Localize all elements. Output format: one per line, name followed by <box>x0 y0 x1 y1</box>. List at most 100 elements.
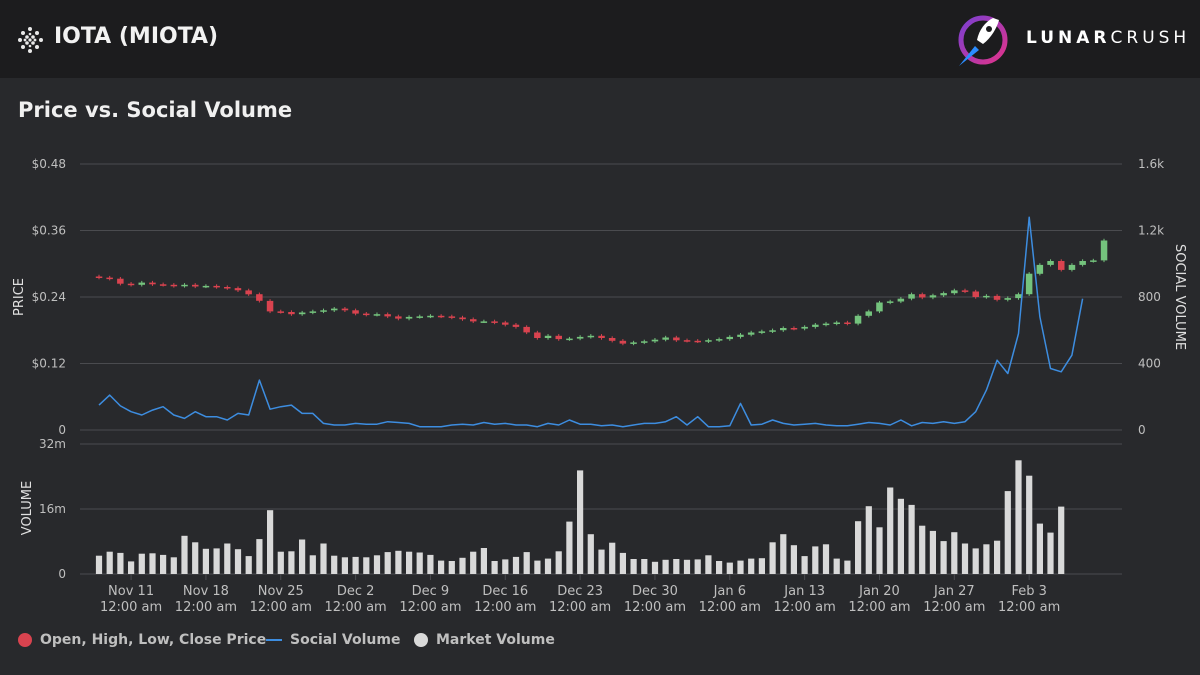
market-volume-bar <box>544 558 552 574</box>
legend-social-label: Social Volume <box>290 632 401 648</box>
price-tick-label: $0.24 <box>32 290 66 304</box>
legend-market-marker <box>414 633 428 647</box>
market-volume-bar <box>1015 460 1022 575</box>
market-volume-bar <box>587 534 594 574</box>
price-candle-body <box>705 340 712 342</box>
price-tick-label: $0.12 <box>32 357 66 371</box>
price-candle-body <box>277 311 284 313</box>
x-tick-time-label: 12:00 am <box>250 600 312 615</box>
market-volume-bar <box>769 542 776 574</box>
market-volume-bar <box>555 551 562 575</box>
market-volume-bar <box>876 527 883 574</box>
market-volume-bar <box>673 559 680 574</box>
price-candle-body <box>801 326 808 329</box>
market-volume-bar <box>256 539 263 574</box>
price-candle-body <box>341 308 349 311</box>
price-candle-body <box>416 316 423 318</box>
x-tick-date-label: Jan 20 <box>858 584 900 599</box>
market-volume-bar <box>1026 475 1033 574</box>
price-candle-body <box>127 283 135 286</box>
market-volume-bar <box>662 559 669 574</box>
market-volume-bar <box>224 543 231 574</box>
price-candle-body <box>138 282 145 285</box>
price-candle-body <box>662 337 669 340</box>
x-tick-time-label: 12:00 am <box>100 600 162 615</box>
market-volume-bar <box>705 555 712 574</box>
price-candle-body <box>95 276 103 278</box>
price-candle-body <box>256 294 263 301</box>
legend-item-price[interactable]: Open, High, Low, Close Price <box>18 632 266 648</box>
x-tick-time-label: 12:00 am <box>848 600 910 615</box>
market-volume-bar <box>192 542 199 574</box>
social-tick-label: 1.2k <box>1138 224 1164 238</box>
social-tick-label: 800 <box>1138 290 1161 304</box>
price-candle-body <box>876 302 883 312</box>
market-volume-bar <box>737 560 744 574</box>
price-candle-body <box>395 316 402 319</box>
market-volume-bar <box>951 532 958 574</box>
market-volume-bar <box>758 558 765 574</box>
market-volume-bar <box>1004 491 1011 574</box>
price-candle-body <box>117 278 124 284</box>
price-candle-body <box>886 301 894 303</box>
market-volume-bar <box>363 557 370 574</box>
price-candle-body <box>833 322 840 324</box>
market-volume-bar <box>790 545 797 574</box>
x-tick-date-label: Dec 2 <box>337 584 375 599</box>
market-volume-bar <box>95 555 103 574</box>
market-volume-bar <box>822 544 830 574</box>
brand-name: LUNARCRUSH <box>1026 28 1190 48</box>
price-candle-body <box>384 314 391 317</box>
price-candle-body <box>288 312 295 315</box>
market-volume-bar <box>534 560 541 574</box>
price-candle-body <box>929 295 937 298</box>
lunarcrush-rocket-logo-icon <box>958 15 1008 66</box>
price-candle-body <box>951 290 958 294</box>
price-candle-body <box>427 315 434 318</box>
price-candle-body <box>309 311 317 313</box>
market-volume-bar <box>341 557 348 574</box>
x-tick-date-label: Nov 25 <box>258 584 304 599</box>
price-candle-body <box>1004 298 1011 300</box>
x-tick-date-label: Nov 11 <box>108 584 154 599</box>
market-volume-bar <box>502 559 509 574</box>
market-volume-bar <box>726 562 733 574</box>
x-tick-time-label: 12:00 am <box>324 600 386 615</box>
price-candle-body <box>940 293 947 296</box>
price-candle-body <box>1090 260 1097 262</box>
volume-tick-label: 32m <box>39 437 66 451</box>
price-candle-body <box>555 335 562 340</box>
price-candle-body <box>213 285 220 288</box>
market-volume-bar <box>598 549 605 574</box>
market-volume-bar <box>651 561 659 574</box>
legend-item-market-volume[interactable]: Market Volume <box>414 632 555 648</box>
market-volume-bar <box>1058 506 1065 574</box>
market-volume-bar <box>961 543 969 574</box>
price-candle-body <box>202 285 210 288</box>
legend-item-social-volume[interactable]: Social Volume <box>266 632 400 648</box>
volume-axis-title: VOLUME <box>20 481 35 535</box>
price-candle-body <box>170 284 178 287</box>
market-volume-bar <box>812 546 819 574</box>
volume-tick-label: 16m <box>39 502 66 516</box>
brand-name-prefix: LUNAR <box>1026 28 1111 48</box>
market-volume-bar <box>138 553 145 574</box>
market-volume-bar <box>128 561 135 574</box>
x-tick-time-label: 12:00 am <box>774 600 836 615</box>
price-candle-body <box>897 298 905 302</box>
social-axis-title: SOCIAL VOLUME <box>1172 244 1187 350</box>
market-volume-bar <box>106 551 113 574</box>
price-candle-body <box>181 284 188 287</box>
price-candle-body <box>1036 264 1044 274</box>
price-candle-body <box>651 339 659 342</box>
x-tick-date-label: Dec 9 <box>412 584 450 599</box>
legend-social-marker <box>266 639 282 641</box>
price-tick-label: $0.36 <box>32 224 66 238</box>
price-candle-body <box>149 282 156 285</box>
market-volume-bar <box>716 561 723 574</box>
market-volume-bar <box>780 534 787 574</box>
chart-legend: Open, High, Low, Close Price Social Volu… <box>0 632 1200 656</box>
price-candle-body <box>480 321 488 323</box>
market-volume-bar <box>491 561 498 574</box>
price-candle-body <box>983 295 990 298</box>
